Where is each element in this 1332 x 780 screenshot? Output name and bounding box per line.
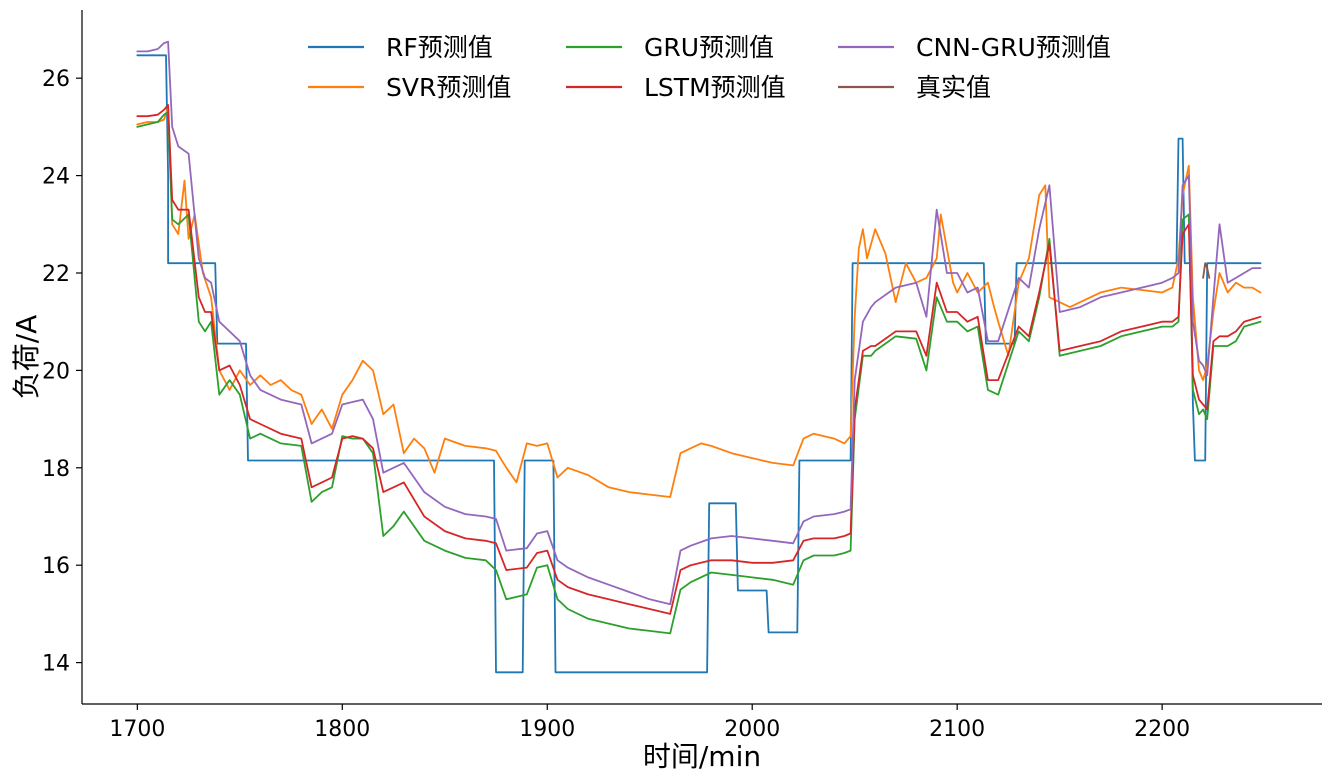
y-tick-label: 24	[42, 165, 70, 190]
legend-item: 真实值	[838, 73, 991, 102]
legend-item: CNN-GRU预测值	[838, 33, 1111, 62]
legend-label: GRU预测值	[644, 33, 774, 62]
y-axis-label: 负荷/A	[10, 315, 43, 400]
y-tick-label: 26	[42, 67, 70, 92]
x-tick-label: 1800	[314, 717, 370, 742]
y-tick-label: 20	[42, 359, 70, 384]
legend-item: SVR预测值	[308, 73, 511, 102]
y-tick-label: 16	[42, 554, 70, 579]
x-tick-label: 2200	[1134, 717, 1190, 742]
y-ticks: 14 16 18 20 22 24 26	[42, 67, 82, 677]
plot-area	[136, 40, 1262, 674]
legend-label: LSTM预测值	[644, 73, 786, 102]
series-line-5	[1202, 262, 1211, 279]
series-layer	[136, 40, 1262, 674]
series-line-3	[136, 104, 1262, 615]
x-ticks: 1700 1800 1900 2000 2100 2200	[109, 704, 1190, 742]
x-tick-label: 1900	[519, 717, 575, 742]
series-line-4	[136, 40, 1262, 606]
legend-label: SVR预测值	[386, 73, 511, 102]
series-line-1	[136, 106, 1262, 498]
x-tick-label: 2100	[929, 717, 985, 742]
x-tick-label: 2000	[724, 717, 780, 742]
x-tick-label: 1700	[109, 717, 165, 742]
legend-label: RF预测值	[386, 33, 493, 62]
legend-label: 真实值	[916, 73, 991, 102]
legend-label: CNN-GRU预测值	[916, 33, 1111, 62]
series-line-0	[136, 54, 1262, 674]
y-tick-label: 14	[42, 652, 70, 677]
y-tick-label: 22	[42, 262, 70, 287]
x-axis-label: 时间/min	[643, 740, 761, 773]
y-tick-label: 18	[42, 457, 70, 482]
legend-item: LSTM预测值	[566, 73, 786, 102]
legend-item: GRU预测值	[566, 33, 774, 62]
series-line-2	[136, 111, 1262, 635]
legend-item: RF预测值	[308, 33, 493, 62]
